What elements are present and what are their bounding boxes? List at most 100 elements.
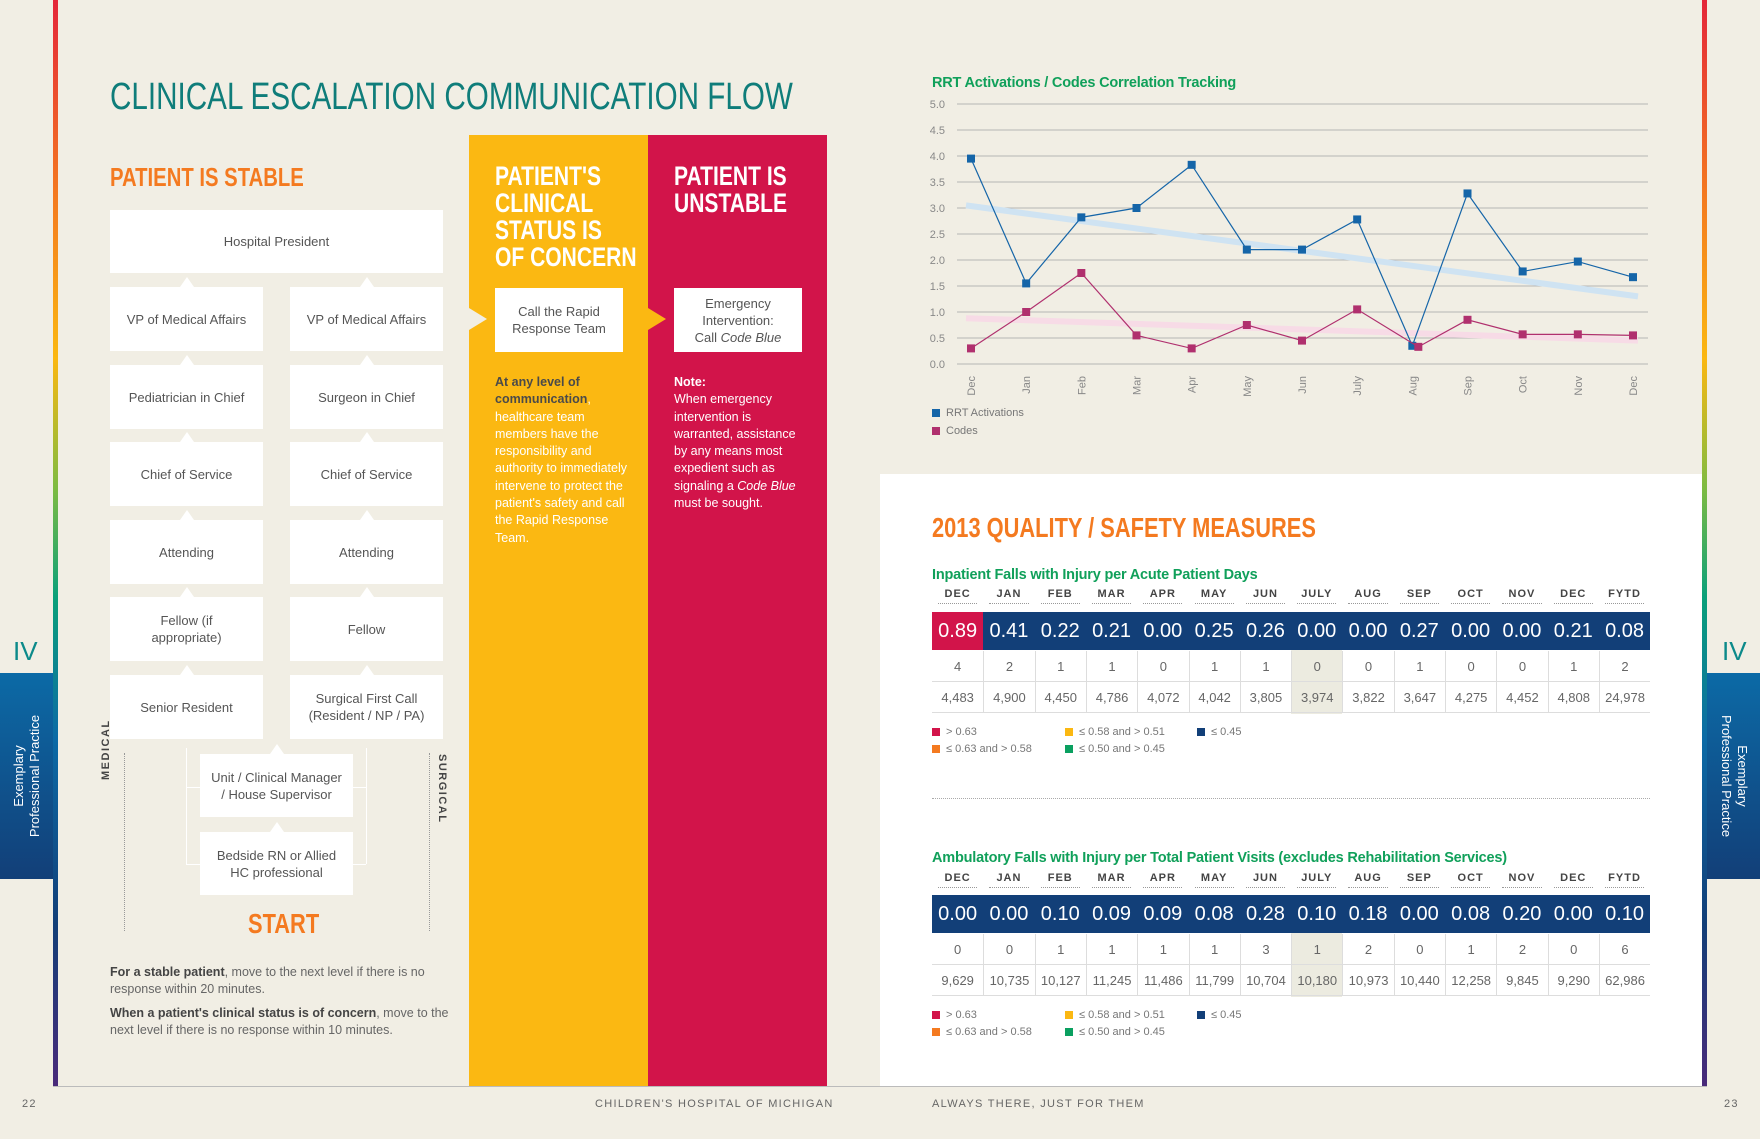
section-numeral-left: IV (13, 636, 38, 666)
flow-box-surgical-2: Chief of Service (290, 432, 443, 506)
page-number-right: 23 (1724, 1098, 1739, 1110)
legend-swatch (932, 728, 940, 736)
falls-cell: 1 (1137, 934, 1188, 964)
legend-swatch (1197, 1011, 1205, 1019)
days-cell: 11,245 (1085, 965, 1137, 995)
codes-point (1242, 321, 1251, 329)
rate-cell: 0.00 (1137, 612, 1189, 650)
surgical-dotted-line (429, 753, 430, 931)
rate-cell: 0.00 (983, 895, 1035, 933)
flow-box-surgical-1: Surgeon in Chief (290, 355, 443, 429)
concern-note: When a patient's clinical status is of c… (110, 1005, 450, 1039)
days-cell: 10,735 (983, 965, 1034, 995)
column-header: JUN (1245, 872, 1286, 888)
unstable-heading: PATIENT IS UNSTABLE (674, 163, 819, 217)
x-tick-label: May (1242, 376, 1254, 397)
days-cell: 3,805 (1239, 682, 1291, 712)
rate-cell: 0.21 (1085, 612, 1138, 650)
legend-item: ≤ 0.50 and > 0.45 (1065, 743, 1165, 755)
days-cell: 12,258 (1445, 965, 1496, 995)
falls-cell: 0 (1445, 651, 1496, 681)
row-divider (932, 995, 1650, 996)
falls-cell: 2 (1342, 934, 1393, 964)
connector (186, 748, 187, 864)
codes-point (1022, 308, 1031, 316)
column-header: MAY (1194, 588, 1234, 604)
falls-cell: 6 (1598, 934, 1650, 964)
x-tick-label: Feb (1076, 376, 1088, 395)
concern-text-body: , healthcare team members have the respo… (495, 392, 628, 545)
medical-label: MEDICAL (100, 719, 112, 780)
box-line: Emergency Intervention: (702, 295, 774, 328)
rate-cell: 0.25 (1188, 612, 1240, 650)
column-header: JULY (1297, 588, 1337, 604)
days-cell: 10,180 (1291, 965, 1342, 995)
days-cell: 4,450 (1034, 682, 1086, 712)
concern-column (469, 135, 648, 1086)
legend-swatch (1197, 728, 1205, 736)
y-tick-label: 3.5 (930, 177, 945, 189)
codes-point (1187, 344, 1196, 353)
falls-cell: 0 (954, 941, 962, 957)
rrt-point (1573, 257, 1582, 266)
codes-point (1414, 342, 1423, 351)
rate-cell: 0.00 (1496, 612, 1548, 650)
rrt-point (1242, 245, 1251, 254)
unstable-column (648, 135, 827, 1086)
column-header: FYTD (1604, 872, 1645, 888)
box-line: Call Code Blue (695, 329, 782, 346)
legend-label: RRT Activations (946, 407, 1024, 419)
codes-point (1463, 315, 1472, 324)
tab-label: Professional Practice (1718, 714, 1734, 838)
falls-cell: 2 (1496, 934, 1547, 964)
y-tick-label: 2.5 (930, 229, 945, 241)
rrt-point (1408, 341, 1417, 350)
legend-item: > 0.63 (932, 726, 977, 738)
rate-cell: 0.27 (1393, 612, 1445, 650)
days-cell: 11,486 (1137, 965, 1188, 995)
rate-cell: 0.00 (1445, 612, 1497, 650)
column-header: FEB (1040, 588, 1080, 604)
flow-box-surgical-4: Fellow (290, 587, 443, 661)
note-bold: For a stable patient (110, 965, 225, 979)
medical-dotted-line (124, 753, 125, 931)
quality-panel (880, 474, 1702, 1086)
flow-box-bedside: Bedside RN or Allied HC professional (200, 822, 353, 895)
call-rrt-box: Call the Rapid Response Team (495, 288, 623, 352)
days-cell: 3,974 (1291, 682, 1342, 712)
start-label: START (248, 908, 320, 939)
rrt-point (1518, 267, 1527, 276)
rrt-point (1187, 160, 1196, 169)
section-tab-right: Exemplary Professional Practice (1707, 673, 1760, 879)
legend-label: ≤ 0.45 (1211, 1009, 1242, 1021)
falls-cell: 1 (1291, 934, 1342, 964)
surgical-label: SURGICAL (436, 754, 448, 824)
flow-box-medical-2: Chief of Service (110, 432, 263, 506)
codes-point (1629, 331, 1637, 340)
rrt-point (1463, 189, 1472, 198)
legend-swatch (1065, 728, 1073, 736)
falls-cell: 0 (983, 934, 1034, 964)
highlight-column (1291, 650, 1343, 714)
rate-cell: 0.00 (1291, 612, 1343, 650)
rate-cell: 0.09 (1137, 895, 1189, 933)
column-header: AUG (1348, 872, 1388, 888)
y-tick-label: 4.0 (930, 151, 945, 163)
heading-line: PATIENT IS (674, 161, 787, 191)
note-label: Note: (674, 375, 706, 389)
legend-item: ≤ 0.63 and > 0.58 (932, 743, 1032, 755)
column-header: DEC (938, 872, 978, 888)
column-header: JAN (989, 588, 1029, 604)
rrt-point (967, 154, 975, 163)
table-title: Ambulatory Falls with Injury per Total P… (932, 850, 1507, 866)
legend-item: ≤ 0.45 (1197, 1009, 1242, 1021)
x-tick-label: July (1352, 376, 1364, 396)
y-tick-label: 4.5 (930, 125, 945, 137)
heading-line: STATUS IS (495, 215, 602, 245)
rate-cell: 0.18 (1342, 895, 1394, 933)
column-header: MAR (1091, 872, 1132, 888)
column-header: NOV (1502, 872, 1542, 888)
concern-arrow (469, 308, 487, 330)
footer-tagline: ALWAYS THERE, JUST FOR THEM (932, 1098, 1145, 1110)
x-tick-label: Aug (1407, 376, 1419, 396)
